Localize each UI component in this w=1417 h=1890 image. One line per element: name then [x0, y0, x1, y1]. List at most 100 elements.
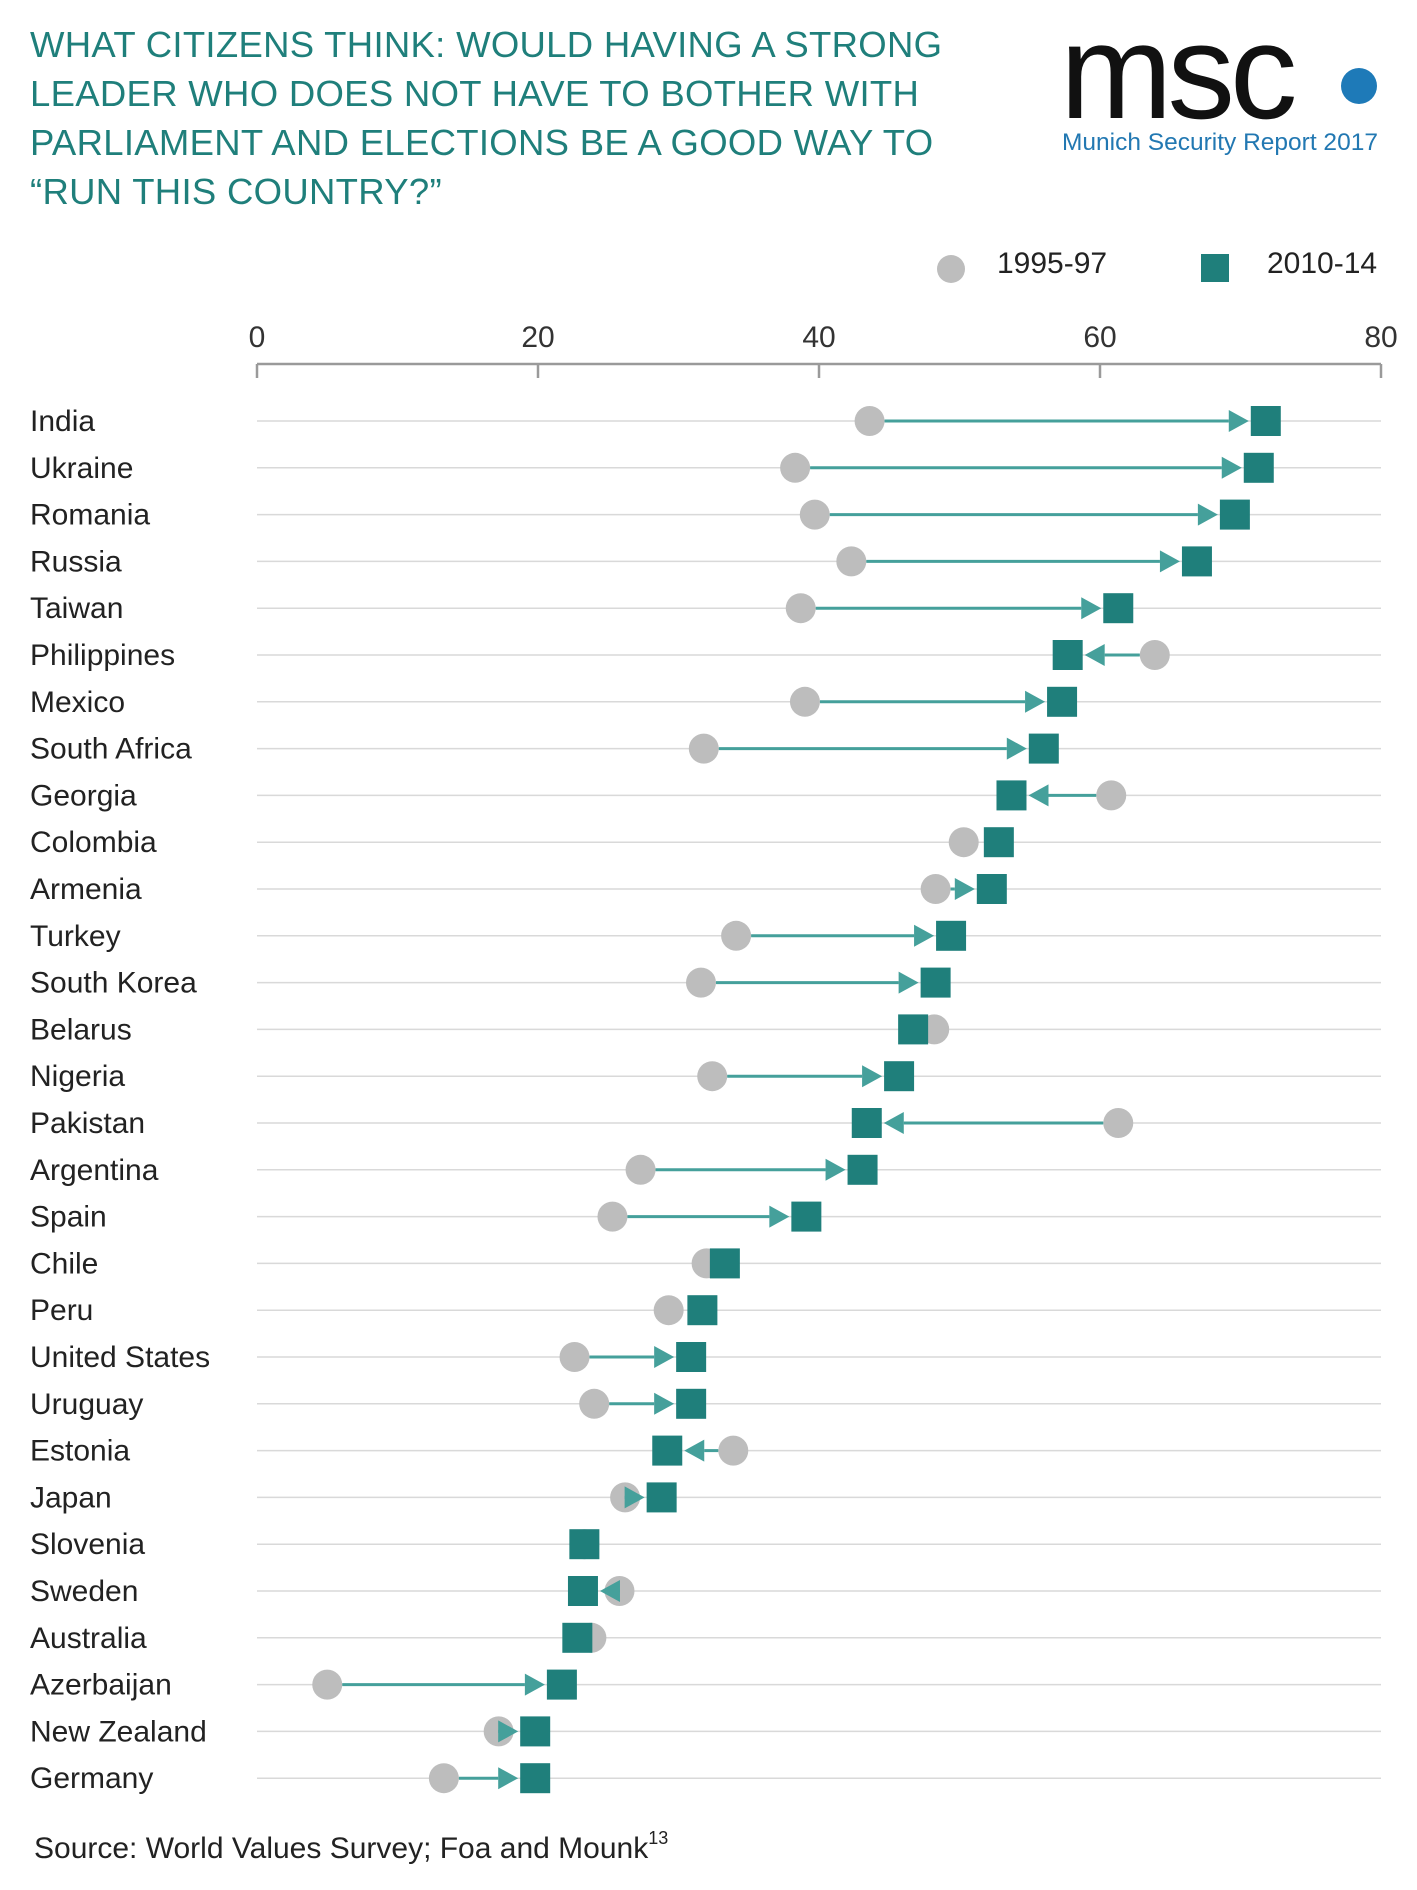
title-line: WHAT CITIZENS THINK: WOULD HAVING A STRO… [30, 24, 943, 65]
late-point [791, 1201, 822, 1232]
change-arrowhead [883, 1112, 904, 1134]
early-point [948, 827, 979, 858]
late-point [996, 780, 1027, 811]
early-point [1096, 780, 1127, 811]
change-arrowhead [1006, 737, 1027, 760]
country-label: Turkey [30, 920, 121, 953]
logo-wordmark: msc [1060, 0, 1297, 147]
country-label: Argentina [30, 1154, 159, 1187]
legend-label-late: 2010-14 [1267, 247, 1378, 280]
early-point [653, 1295, 684, 1326]
late-point [687, 1295, 718, 1326]
late-point [676, 1388, 707, 1419]
country-label: Estonia [30, 1435, 130, 1468]
late-point [847, 1154, 878, 1185]
late-point [936, 920, 967, 951]
late-point [1103, 593, 1134, 624]
country-label: Colombia [30, 826, 157, 859]
late-point [1047, 686, 1078, 717]
x-tick-label: 40 [802, 321, 835, 354]
early-point [688, 733, 719, 764]
early-point [718, 1435, 749, 1466]
change-arrowhead [624, 1486, 645, 1509]
source-footnote: 13 [648, 1828, 669, 1848]
country-label: Chile [30, 1247, 98, 1280]
country-label: India [30, 405, 95, 438]
late-point [520, 1763, 551, 1794]
early-point [697, 1061, 728, 1092]
late-point [567, 1576, 598, 1606]
early-point [1139, 640, 1170, 670]
late-point [1219, 499, 1250, 530]
change-arrowhead [654, 1346, 675, 1368]
country-label: Romania [30, 499, 150, 532]
early-point [1103, 1108, 1134, 1138]
change-arrowhead [954, 878, 975, 900]
chart-title: WHAT CITIZENS THINK: WOULD HAVING A STRO… [30, 20, 1030, 216]
msc-logo: msc Munich Security Report 2017 [1060, 4, 1405, 158]
late-point [709, 1248, 740, 1279]
x-tick-label: 20 [521, 321, 554, 354]
late-point [1028, 733, 1059, 764]
late-point [898, 1014, 929, 1045]
early-point [920, 874, 951, 904]
change-arrowhead [1028, 784, 1049, 807]
source-text: Source: World Values Survey; Foa and Mou… [34, 1832, 649, 1865]
country-label: Australia [30, 1622, 147, 1655]
x-tick-label: 80 [1364, 321, 1397, 354]
early-point [428, 1763, 459, 1794]
late-point [1250, 406, 1281, 436]
late-point [676, 1342, 707, 1372]
early-point [799, 499, 830, 530]
title-line: LEADER WHO DOES NOT HAVE TO BOTHER WITH [30, 73, 920, 114]
country-label: South Africa [30, 733, 192, 766]
late-point [652, 1435, 683, 1466]
change-arrowhead [898, 971, 919, 994]
early-point [780, 452, 811, 483]
early-point [579, 1388, 610, 1419]
late-point [983, 827, 1014, 858]
country-label: Taiwan [30, 592, 123, 625]
late-point [1052, 640, 1083, 670]
change-arrowhead [1084, 644, 1105, 666]
late-point [976, 874, 1007, 904]
early-point [685, 967, 716, 998]
early-point [721, 920, 752, 951]
country-label: Georgia [30, 779, 137, 812]
change-arrowhead [862, 1065, 883, 1088]
late-point [546, 1669, 577, 1700]
country-label: United States [30, 1341, 210, 1374]
change-arrowhead [524, 1673, 545, 1696]
country-label: Mexico [30, 686, 125, 719]
change-arrowhead [498, 1767, 519, 1790]
legend-label-early: 1995-97 [997, 247, 1108, 280]
late-point [569, 1529, 600, 1560]
country-label: Slovenia [30, 1528, 145, 1561]
late-point [1243, 452, 1274, 483]
change-arrowhead [1221, 456, 1242, 479]
country-label: Sweden [30, 1575, 138, 1608]
country-label: Germany [30, 1762, 153, 1795]
change-arrowhead [825, 1158, 846, 1181]
country-label: New Zealand [30, 1715, 207, 1748]
logo-dot-icon [1341, 68, 1377, 104]
late-point [520, 1716, 551, 1747]
country-label: Philippines [30, 639, 175, 672]
early-point [312, 1669, 343, 1700]
early-point [625, 1154, 656, 1185]
logo-subtitle: Munich Security Report 2017 [1062, 129, 1378, 156]
source-note: Source: World Values Survey; Foa and Mou… [34, 1828, 668, 1866]
x-tick-label: 60 [1083, 321, 1116, 354]
early-point [597, 1201, 628, 1232]
title-line: “RUN THIS COUNTRY?” [30, 171, 442, 212]
change-arrowhead [914, 924, 935, 947]
country-label: Belarus [30, 1013, 132, 1046]
late-point [851, 1108, 882, 1138]
x-tick-label: 0 [249, 321, 266, 354]
title-line: PARLIAMENT AND ELECTIONS BE A GOOD WAY T… [30, 122, 934, 163]
late-point [562, 1622, 593, 1653]
late-point [646, 1482, 677, 1513]
country-label: Ukraine [30, 452, 133, 485]
early-point [559, 1342, 590, 1372]
